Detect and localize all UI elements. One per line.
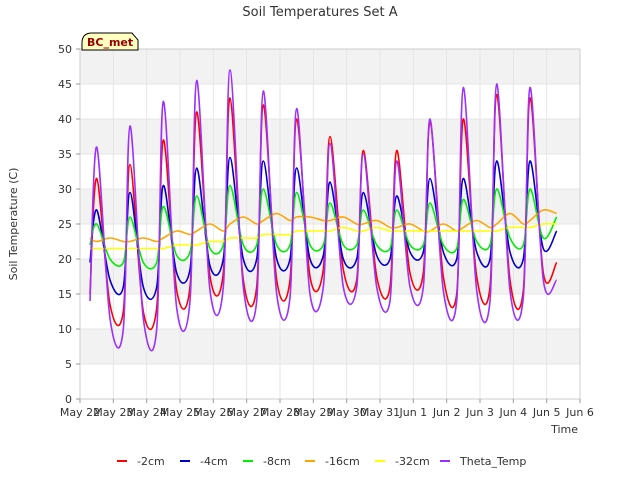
- x-tick-label: Jun 4: [498, 406, 527, 419]
- x-tick-label: May 26: [193, 406, 233, 419]
- legend-item-2cm: -2cm: [117, 455, 165, 468]
- x-tick-label: May 29: [293, 406, 333, 419]
- x-tick-label: May 31: [360, 406, 400, 419]
- x-tick-label: Jun 1: [398, 406, 427, 419]
- y-tick-label: 35: [58, 148, 72, 161]
- legend-label: -2cm: [137, 455, 165, 468]
- series-line-16cm: [89, 208, 557, 243]
- legend-item-16cm: -16cm: [305, 455, 360, 468]
- y-axis-ticks: 0 5 10 15 20 25 30 35 40 45 50: [58, 43, 80, 406]
- y-tick-label: 30: [58, 183, 72, 196]
- series-line-8cm: [89, 184, 558, 270]
- chart-title: Soil Temperatures Set A: [242, 5, 397, 20]
- x-axis-label: Time: [550, 423, 578, 436]
- x-tick-label: Jun 2: [432, 406, 461, 419]
- x-tick-label: Jun 5: [532, 406, 561, 419]
- y-axis-label: Soil Temperature (C): [7, 168, 20, 281]
- site-label: BC_met: [87, 36, 133, 49]
- y-tick-label: 5: [65, 358, 72, 371]
- plot-band: [80, 84, 580, 119]
- legend-item-8cm: -8cm: [243, 455, 291, 468]
- x-tick-label: May 24: [127, 406, 167, 419]
- legend-item-32cm: -32cm: [375, 455, 430, 468]
- plot-band: [80, 154, 580, 189]
- y-tick-label: 40: [58, 113, 72, 126]
- site-label-box: BC_met: [81, 32, 139, 51]
- series-line-4cm: [89, 156, 558, 301]
- plot-band: [80, 364, 580, 399]
- y-tick-label: 20: [58, 253, 72, 266]
- y-tick-label: 45: [58, 78, 72, 91]
- series-line-32cm: [90, 222, 557, 250]
- x-tick-label: May 25: [160, 406, 200, 419]
- legend: -2cm -4cm -8cm -16cm -32cm Theta_Temp: [117, 455, 526, 468]
- series-line-2cm: [89, 93, 558, 331]
- series-line-theta-temp: [89, 69, 558, 352]
- legend-label: -8cm: [263, 455, 291, 468]
- y-tick-label: 50: [58, 43, 72, 56]
- y-tick-label: 25: [58, 218, 72, 231]
- x-tick-label: Jun 6: [565, 406, 594, 419]
- x-tick-label: May 30: [327, 406, 367, 419]
- legend-label: -16cm: [325, 455, 360, 468]
- y-tick-label: 0: [65, 393, 72, 406]
- x-tick-label: Jun 3: [465, 406, 494, 419]
- legend-label: -4cm: [200, 455, 228, 468]
- plot-band: [80, 329, 580, 364]
- plot-band: [80, 294, 580, 329]
- legend-item-theta-temp: Theta_Temp: [440, 455, 526, 468]
- y-tick-label: 10: [58, 323, 72, 336]
- plot-band: [80, 224, 580, 259]
- legend-label: Theta_Temp: [459, 455, 526, 468]
- legend-label: -32cm: [395, 455, 430, 468]
- x-tick-label: May 22: [60, 406, 100, 419]
- x-tick-label: May 27: [227, 406, 267, 419]
- plot-band: [80, 49, 580, 84]
- x-tick-label: May 28: [260, 406, 300, 419]
- plot-band: [80, 259, 580, 294]
- y-tick-label: 15: [58, 288, 72, 301]
- x-tick-label: May 23: [93, 406, 133, 419]
- legend-item-4cm: -4cm: [180, 455, 228, 468]
- series-lines: [89, 69, 558, 352]
